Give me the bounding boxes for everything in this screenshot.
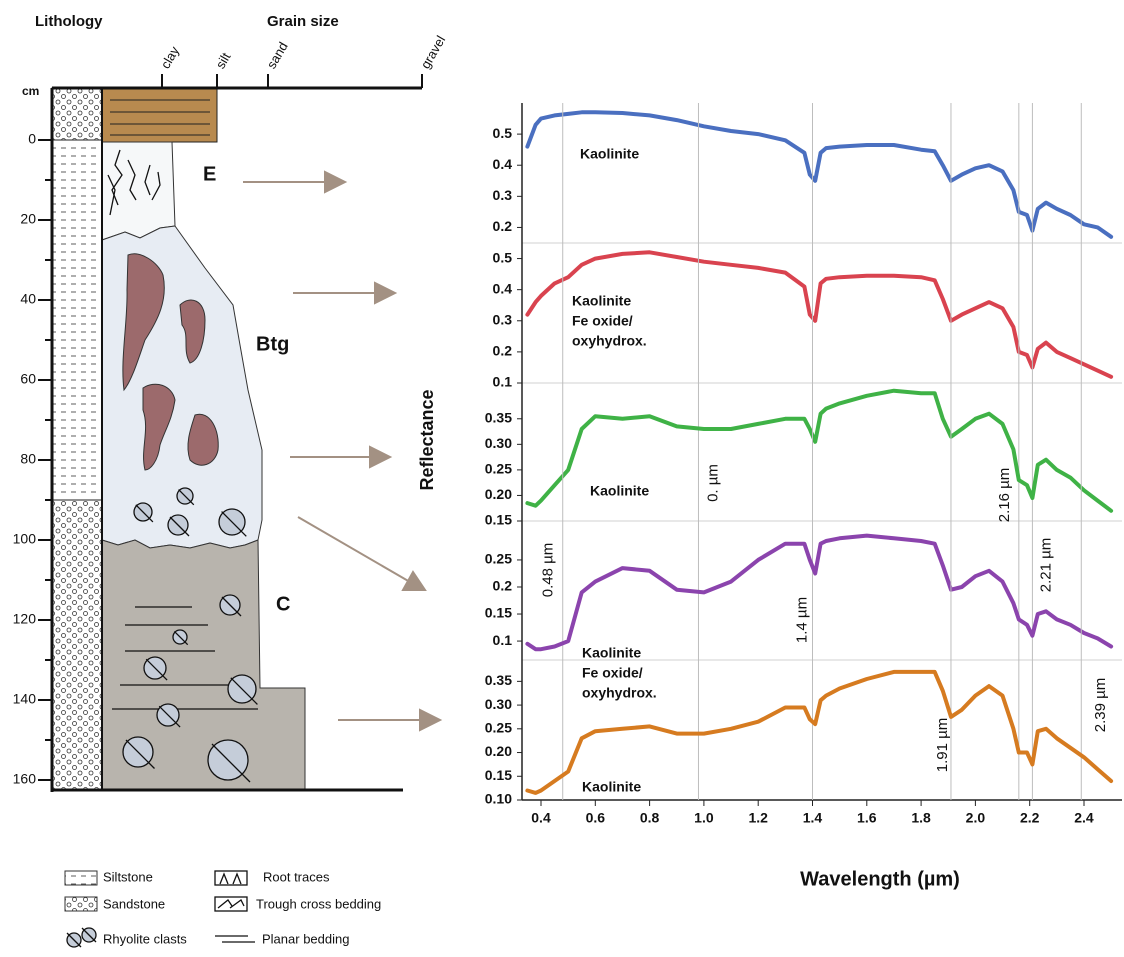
y-axis-label: Reflectance: [417, 389, 437, 490]
y-tick-label: 0.15: [485, 767, 512, 783]
depth-axis: 0 20 40 60 80 100 120 140 160: [13, 131, 52, 787]
annotation: Kaolinite: [582, 779, 641, 795]
reference-label: 0. µm: [704, 464, 721, 502]
annotation: Kaolinite: [580, 146, 639, 162]
y-tick-label: 0.35: [485, 672, 512, 688]
x-tick-label: 1.4: [803, 810, 823, 826]
annotation: Fe oxide/: [572, 313, 633, 329]
depth-label: 80: [20, 451, 36, 467]
reference-label: 1.4 µm: [793, 597, 810, 643]
y-tick-label: 0.25: [485, 720, 512, 736]
annotation: oxyhydrox.: [582, 685, 657, 701]
x-tick-label: 1.6: [857, 810, 877, 826]
siltstone-layer: [52, 140, 102, 500]
y-tick-label: 0.3: [493, 311, 513, 327]
depth-label: 140: [13, 691, 37, 707]
x-tick-label: 1.8: [911, 810, 931, 826]
grain-label: gravel: [418, 33, 449, 71]
x-tick-label: 1.2: [748, 810, 768, 826]
y-tick-label: 0.2: [493, 343, 513, 359]
horizon-label: C: [276, 593, 290, 615]
annotation: oxyhydrox.: [572, 333, 647, 349]
legend-swatch: [65, 897, 97, 911]
header: Grain size: [267, 13, 339, 30]
legend-label: Root traces: [263, 869, 330, 884]
legend-label: Sandstone: [103, 896, 165, 911]
horizon-label: Btg: [256, 333, 289, 355]
annotation: Fe oxide/: [582, 665, 643, 681]
y-tick-label: 0.4: [493, 156, 513, 172]
y-tick-label: 0.25: [485, 461, 512, 477]
y-tick-label: 0.2: [493, 578, 513, 594]
annotation: Kaolinite: [582, 645, 641, 661]
depth-label: 20: [20, 211, 36, 227]
header: Lithology: [35, 13, 103, 30]
legend-label: Planar bedding: [262, 931, 349, 946]
y-tick-label: 0.20: [485, 743, 512, 759]
y-tick-label: 0.30: [485, 435, 512, 451]
soil-profile: Lithology Grain size cm: [13, 13, 449, 792]
y-tick-label: 0.15: [485, 605, 512, 621]
reference-label: 1.91 µm: [934, 718, 951, 773]
reference-label: 2.16 µm: [996, 468, 1013, 523]
legend-swatch: [215, 871, 255, 942]
y-tick-label: 0.2: [493, 218, 513, 234]
page: { "diagram": { "headers": ["Lithology", …: [0, 0, 1124, 957]
depth-label: 40: [20, 291, 36, 307]
depth-label: 0: [28, 131, 36, 147]
grain-label: sand: [264, 39, 291, 71]
reference-label: 2.39 µm: [1092, 678, 1109, 733]
y-tick-label: 0.1: [493, 632, 513, 648]
legend: Siltstone Sandstone Rhyolite clasts Root…: [65, 869, 381, 947]
reference-label: 0.48 µm: [540, 543, 557, 598]
spectrum-line: [527, 536, 1111, 650]
x-tick-label: 0.8: [640, 810, 660, 826]
x-tick-label: 0.4: [531, 810, 551, 826]
legend-swatch: [67, 928, 96, 947]
horizon-label: E: [203, 163, 216, 185]
depth-label: 120: [13, 611, 37, 627]
legend-swatch: [65, 871, 97, 885]
spectra: 0.5 0.4 0.3 0.2 Kaolinite Reflectance 0.5 0.4 0.…: [417, 103, 1111, 890]
x-tick-label: 2.0: [966, 810, 986, 826]
grain-label: clay: [158, 43, 183, 71]
spectrum-line: [527, 112, 1111, 237]
arrows: [243, 172, 440, 730]
figure: Lithology Grain size cm: [0, 0, 1124, 957]
y-tick-label: 0.35: [485, 409, 512, 425]
legend-label: Trough cross bedding: [256, 896, 381, 911]
y-tick-label: 0.30: [485, 696, 512, 712]
x-tick-label: 2.4: [1074, 810, 1094, 826]
sandstone-layer: [52, 500, 102, 790]
top-layer: [102, 88, 217, 142]
legend-label: Rhyolite clasts: [103, 931, 187, 946]
annotation: Kaolinite: [590, 483, 649, 499]
x-tick-label: 2.2: [1020, 810, 1040, 826]
grain-label: silt: [213, 50, 234, 72]
y-tick-label: 0.5: [493, 249, 513, 265]
depth-label: 160: [13, 771, 37, 787]
depth-unit: cm: [22, 84, 39, 98]
reference-label: 2.21 µm: [1037, 538, 1054, 593]
x-tick-label: 1.0: [694, 810, 714, 826]
x-axis-label: Wavelength (µm): [800, 868, 960, 890]
y-tick-label: 0.10: [485, 791, 512, 807]
depth-label: 100: [13, 531, 37, 547]
y-tick-label: 0.1: [493, 374, 513, 390]
y-tick-label: 0.25: [485, 551, 512, 567]
legend-label: Siltstone: [103, 869, 153, 884]
y-tick-label: 0.20: [485, 486, 512, 502]
grain-size-axis: clay silt sand gravel: [158, 33, 449, 88]
y-tick-label: 0.5: [493, 125, 513, 141]
depth-label: 60: [20, 371, 36, 387]
x-tick-label: 0.6: [586, 810, 606, 826]
y-tick-label: 0.4: [493, 280, 513, 296]
y-tick-label: 0.15: [485, 512, 512, 528]
annotation: Kaolinite: [572, 293, 631, 309]
sandstone-layer: [52, 88, 102, 140]
y-tick-label: 0.3: [493, 187, 513, 203]
